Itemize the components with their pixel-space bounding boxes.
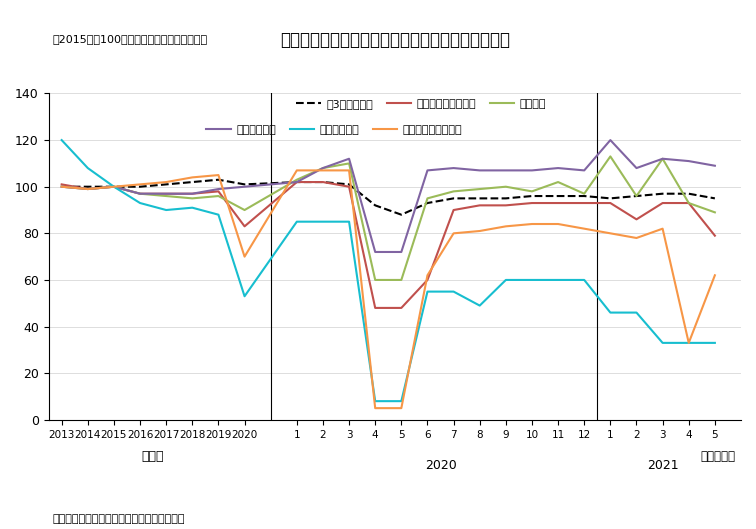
Text: （年）: （年） [142,450,164,463]
Text: （月／年）: （月／年） [701,450,736,463]
Text: （資料）経済産業省「第３次産業活動指数」: （資料）経済産業省「第３次産業活動指数」 [53,514,185,524]
Text: 2021: 2021 [647,459,678,472]
Text: 2020: 2020 [425,459,457,472]
Title: 第３次産業活動指数（スポーツ施設提供業）の推移: 第３次産業活動指数（スポーツ施設提供業）の推移 [280,31,510,49]
Text: （2015年＝100、原指数、季節調整済指数）: （2015年＝100、原指数、季節調整済指数） [53,34,208,44]
Legend: ゴルフ練習場, ボウリング場, フィットネスクラブ: ゴルフ練習場, ボウリング場, フィットネスクラブ [206,125,462,135]
